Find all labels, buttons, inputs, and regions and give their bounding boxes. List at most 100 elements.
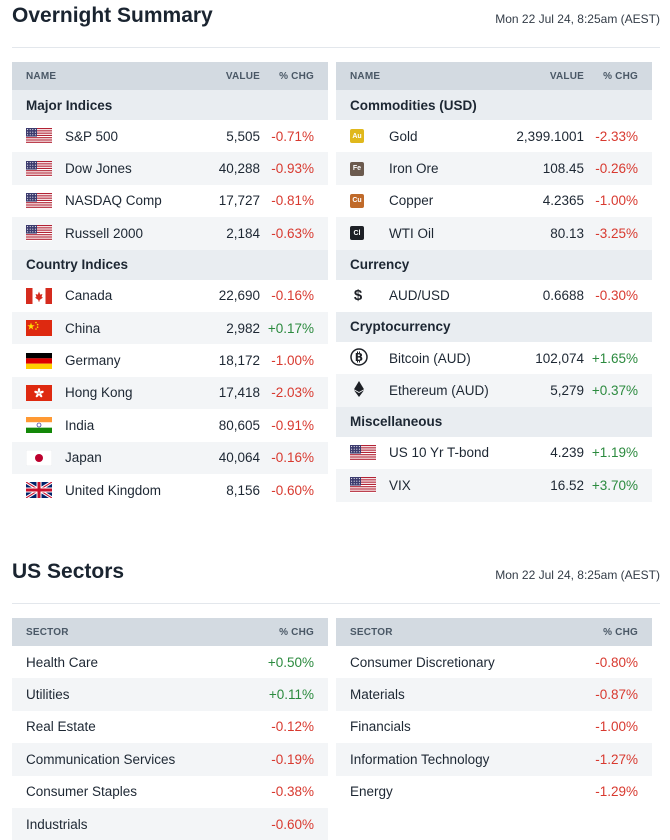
- sector-name: Utilities: [26, 687, 70, 703]
- canada-flag-icon: [26, 287, 52, 304]
- market-row[interactable]: United Kingdom 8,156 -0.60%: [12, 474, 328, 506]
- us-sectors-header: US Sectors Mon 22 Jul 24, 8:25am (AEST): [12, 556, 660, 604]
- sector-name: Real Estate: [26, 719, 96, 735]
- sector-row[interactable]: Consumer Staples -0.38%: [12, 776, 328, 808]
- table-header: SECTOR % CHG: [12, 618, 328, 646]
- sector-change: -1.27%: [595, 751, 638, 767]
- overnight-summary-title: Overnight Summary: [12, 4, 213, 27]
- row-icon-cell: [12, 160, 65, 177]
- svg-text:B: B: [355, 351, 363, 364]
- overnight-summary-header: Overnight Summary Mon 22 Jul 24, 8:25am …: [12, 0, 660, 48]
- market-rows: Commodities (USD) Au Gold 2,399.1001 -2.…: [336, 90, 652, 502]
- us-sectors-date: Mon 22 Jul 24, 8:25am (AEST): [495, 568, 660, 582]
- sector-row[interactable]: Materials -0.87%: [336, 678, 652, 711]
- header-name: NAME: [350, 70, 381, 82]
- sector-row[interactable]: Utilities +0.11%: [12, 678, 328, 711]
- market-row[interactable]: B Bitcoin (AUD) 102,074 +1.65%: [336, 342, 652, 374]
- market-row[interactable]: India 80,605 -0.91%: [12, 409, 328, 441]
- row-icon-cell: Au: [336, 129, 389, 144]
- instrument-change: -2.33%: [595, 128, 638, 144]
- instrument-value: 17,418: [218, 385, 260, 401]
- instrument-name: Gold: [389, 128, 418, 144]
- row-icon-cell: Cl: [336, 226, 389, 241]
- market-row[interactable]: Fe Iron Ore 108.45 -0.26%: [336, 152, 652, 185]
- group-label: Major Indices: [12, 90, 328, 120]
- row-icon-cell: [12, 320, 65, 337]
- instrument-change: +3.70%: [591, 477, 638, 493]
- instrument-name: Iron Ore: [389, 161, 439, 177]
- china-flag-icon: [26, 320, 52, 337]
- instrument-value: 4.2365: [542, 193, 584, 209]
- market-row[interactable]: China 2,982 +0.17%: [12, 311, 328, 345]
- market-row[interactable]: Canada 22,690 -0.16%: [12, 280, 328, 312]
- market-row[interactable]: $ AUD/USD 0.6688 -0.30%: [336, 280, 652, 312]
- instrument-value: 22,690: [218, 288, 260, 304]
- instrument-change: -0.16%: [271, 288, 314, 304]
- germany-flag-icon: [26, 352, 52, 369]
- header-value: VALUE: [225, 70, 260, 82]
- instrument-change: -1.00%: [595, 193, 638, 209]
- market-row[interactable]: Cl WTI Oil 80.13 -3.25%: [336, 217, 652, 250]
- market-row[interactable]: US 10 Yr T-bond 4.239 +1.19%: [336, 437, 652, 469]
- japan-flag-icon: [26, 449, 52, 466]
- sector-row[interactable]: Health Care +0.50%: [12, 646, 328, 678]
- sector-row[interactable]: Communication Services -0.19%: [12, 743, 328, 776]
- market-row[interactable]: Russell 2000 2,184 -0.63%: [12, 217, 328, 250]
- instrument-value: 40,064: [218, 450, 260, 466]
- instrument-value: 17,727: [218, 193, 260, 209]
- table-header: SECTOR % CHG: [336, 618, 652, 646]
- market-row[interactable]: Ethereum (AUD) 5,279 +0.37%: [336, 374, 652, 407]
- row-icon-cell: [12, 192, 65, 209]
- hong-kong-flag-icon: [26, 384, 52, 401]
- sector-change: -0.80%: [595, 654, 638, 670]
- instrument-change: -0.60%: [271, 482, 314, 498]
- market-row[interactable]: Japan 40,064 -0.16%: [12, 441, 328, 474]
- instrument-value: 108.45: [542, 161, 584, 177]
- us-sectors-title: US Sectors: [12, 560, 125, 583]
- group-label: Currency: [336, 249, 652, 280]
- instrument-name: Bitcoin (AUD): [389, 350, 471, 366]
- sector-change: -0.60%: [271, 816, 314, 832]
- sector-change: -1.29%: [595, 784, 638, 800]
- instrument-name: WTI Oil: [389, 225, 434, 241]
- sector-rows: Health Care +0.50% Utilities +0.11% Real…: [12, 646, 328, 840]
- sector-name: Communication Services: [26, 751, 176, 767]
- instrument-name: Copper: [389, 193, 434, 209]
- header-sector: SECTOR: [26, 626, 69, 638]
- instrument-name: VIX: [389, 477, 411, 493]
- row-icon-cell: $: [336, 287, 389, 304]
- instrument-value: 8,156: [226, 482, 260, 498]
- sector-row[interactable]: Consumer Discretionary -0.80%: [336, 646, 652, 678]
- oil-badge-icon: Cl: [350, 226, 364, 241]
- instrument-value: 5,505: [226, 128, 260, 144]
- instrument-value: 4.239: [550, 445, 584, 461]
- sector-row[interactable]: Information Technology -1.27%: [336, 743, 652, 776]
- row-icon-cell: [336, 444, 389, 461]
- market-row[interactable]: VIX 16.52 +3.70%: [336, 469, 652, 502]
- group-label: Commodities (USD): [336, 90, 652, 120]
- header-chg: % CHG: [603, 70, 638, 82]
- market-row[interactable]: Hong Kong 17,418 -2.03%: [12, 376, 328, 410]
- sector-row[interactable]: Real Estate -0.12%: [12, 711, 328, 743]
- instrument-value: 18,172: [218, 353, 260, 369]
- market-row[interactable]: NASDAQ Comp 17,727 -0.81%: [12, 185, 328, 217]
- row-icon-cell: [12, 225, 65, 242]
- instrument-change: -0.93%: [271, 161, 314, 177]
- instrument-name: Dow Jones: [65, 161, 132, 177]
- market-row[interactable]: Cu Copper 4.2365 -1.00%: [336, 185, 652, 217]
- instrument-value: 16.52: [550, 477, 584, 493]
- instrument-change: +0.37%: [591, 383, 638, 399]
- instrument-change: -0.26%: [595, 161, 638, 177]
- row-icon-cell: [336, 477, 389, 494]
- sector-row[interactable]: Energy -1.29%: [336, 776, 652, 808]
- market-row[interactable]: Germany 18,172 -1.00%: [12, 344, 328, 376]
- market-row[interactable]: S&P 500 5,505 -0.71%: [12, 120, 328, 152]
- market-row[interactable]: Dow Jones 40,288 -0.93%: [12, 152, 328, 185]
- instrument-name: Russell 2000: [65, 225, 144, 241]
- sector-row[interactable]: Financials -1.00%: [336, 711, 652, 743]
- market-row[interactable]: Au Gold 2,399.1001 -2.33%: [336, 120, 652, 152]
- header-chg: % CHG: [279, 626, 314, 638]
- us-flag-icon: [26, 225, 52, 242]
- instrument-name: Germany: [65, 353, 121, 369]
- sector-row[interactable]: Industrials -0.60%: [12, 807, 328, 840]
